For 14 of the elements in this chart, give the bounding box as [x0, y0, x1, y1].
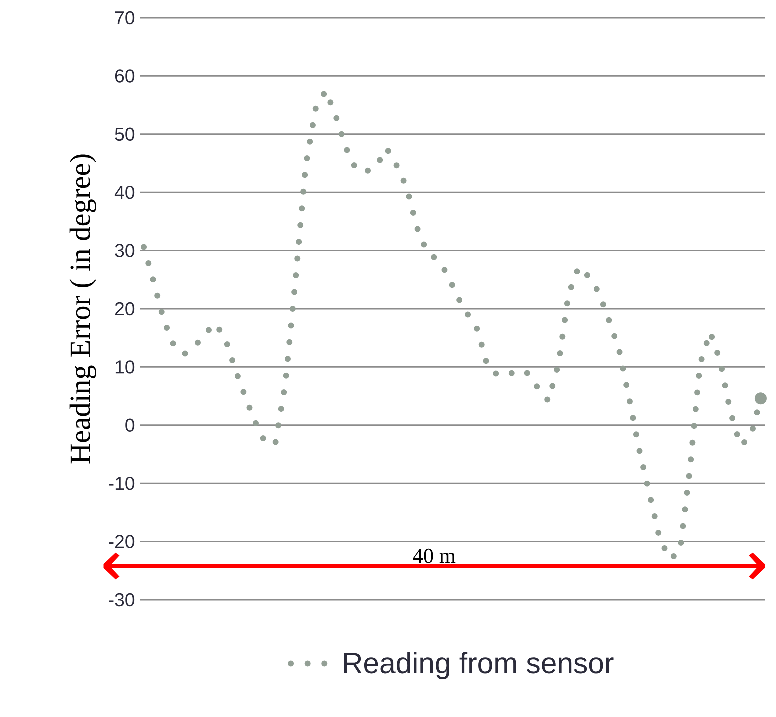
y-tick-label: 10: [116, 360, 135, 374]
y-tick-label: 50: [115, 128, 135, 142]
legend-label: Reading from sensor: [344, 652, 614, 680]
y-tick-label: 20: [115, 302, 135, 316]
y-tick-label: 60: [115, 70, 135, 83]
annotation: 40 m: [413, 548, 456, 564]
y-tick-label: 70: [115, 11, 135, 25]
y-tick-label: 0: [126, 418, 135, 432]
y-axis-title: Heading Error ( in degree): [70, 154, 96, 464]
y-tick-label: -30: [109, 593, 135, 607]
y-tick-label: -20: [109, 535, 135, 548]
y-tick-label: 40: [114, 186, 135, 200]
y-tick-label: -10: [109, 476, 135, 490]
y-tick-label: 30: [115, 244, 135, 258]
